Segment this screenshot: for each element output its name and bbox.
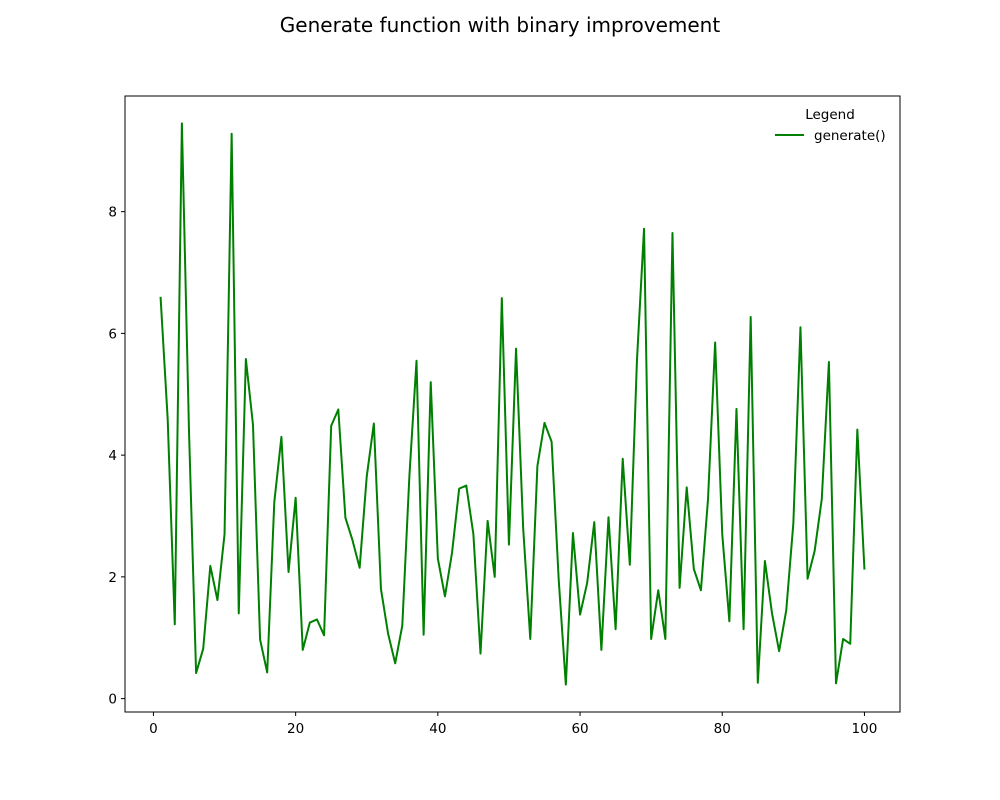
y-tick-label: 4 [108, 448, 117, 464]
legend-label: generate() [814, 128, 886, 144]
x-tick-label: 100 [852, 721, 878, 737]
series-line-generate [159, 122, 866, 686]
x-tick-label: 0 [149, 721, 158, 737]
legend: Legend generate() [775, 107, 886, 144]
y-tick-label: 2 [108, 570, 117, 586]
legend-title: Legend [805, 107, 855, 123]
y-tick-label: 6 [108, 326, 117, 342]
plot-area-frame [124, 95, 901, 713]
x-tick-label: 60 [571, 721, 588, 737]
series-layer [159, 122, 866, 686]
x-tick-label: 80 [714, 721, 731, 737]
y-tick-label: 8 [108, 205, 117, 221]
chart-title: Generate function with binary improvemen… [280, 13, 721, 37]
y-tick-label: 0 [108, 692, 117, 708]
x-axis-ticks: 0 20 40 60 80 100 [149, 712, 877, 737]
x-tick-label: 40 [429, 721, 446, 737]
y-axis-ticks: 0 2 4 6 8 [108, 205, 125, 708]
x-tick-label: 20 [287, 721, 304, 737]
